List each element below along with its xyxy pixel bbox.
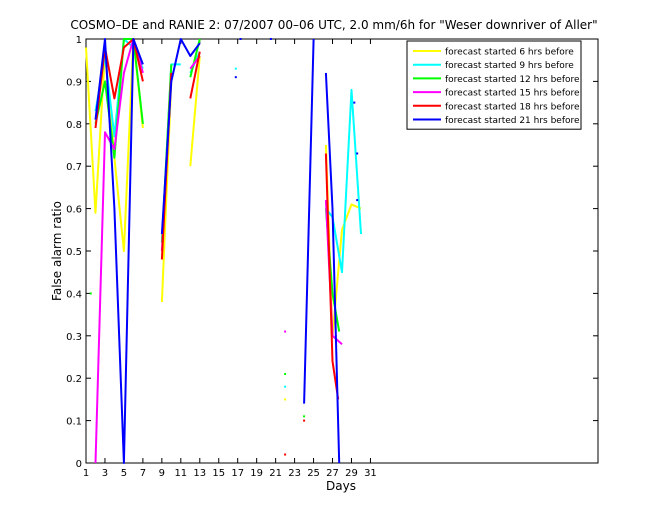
series-line: [325, 88, 362, 274]
series-line: [303, 38, 315, 404]
series-line: [324, 72, 341, 464]
y-tick-label: 0.1: [66, 417, 82, 428]
x-tick-label: 1: [83, 468, 89, 479]
x-tick-label: 27: [326, 468, 339, 479]
x-tick-label: 5: [121, 468, 127, 479]
legend-item: forecast started 21 hrs before: [413, 116, 580, 126]
data-point: [303, 419, 306, 422]
x-tick-label: 9: [159, 468, 165, 479]
legend-label: forecast started 9 hrs before: [445, 61, 574, 71]
x-tick-label: 19: [250, 468, 263, 479]
y-tick-label: 0.7: [66, 162, 82, 173]
x-tick-label: 31: [364, 468, 377, 479]
series-line: [160, 38, 201, 235]
data-point: [284, 372, 287, 375]
x-tick-label: 17: [231, 468, 244, 479]
y-tick-label: 1: [76, 35, 82, 46]
data-point: [303, 415, 306, 418]
series-layer: [85, 38, 362, 464]
y-tick-label: 0.6: [66, 205, 82, 216]
x-tick-label: 21: [269, 468, 282, 479]
data-point: [284, 330, 287, 333]
y-tick-label: 0.2: [66, 374, 82, 385]
x-tick-label: 13: [193, 468, 206, 479]
data-point: [284, 453, 287, 456]
legend-item: forecast started 12 hrs before: [413, 75, 580, 85]
x-tick-label: 3: [102, 468, 108, 479]
data-point: [284, 385, 287, 388]
y-tick-label: 0.3: [66, 332, 82, 343]
legend-label: forecast started 6 hrs before: [445, 48, 574, 58]
data-point: [239, 38, 242, 40]
x-tick-label: 15: [212, 468, 225, 479]
x-tick-label: 11: [174, 468, 187, 479]
x-tick-label: 29: [345, 468, 358, 479]
legend-label: forecast started 12 hrs before: [445, 75, 580, 85]
data-point: [234, 67, 237, 70]
series-line: [94, 38, 144, 159]
legend-item: forecast started 9 hrs before: [413, 61, 574, 71]
data-point: [356, 152, 359, 155]
y-tick-label: 0.8: [66, 120, 82, 131]
data-point: [89, 292, 92, 295]
chart-title: COSMO–DE and RANIE 2: 07/2007 00–06 UTC,…: [70, 18, 597, 32]
data-point: [356, 199, 359, 202]
data-point: [269, 38, 272, 40]
series-line: [94, 38, 144, 464]
legend-box: [406, 40, 582, 130]
legend-label: forecast started 15 hrs before: [445, 89, 580, 99]
legend-label: forecast started 18 hrs before: [445, 102, 580, 112]
y-tick-label: 0.4: [66, 289, 82, 300]
y-tick-label: 0: [76, 459, 82, 470]
y-tick-label: 0.5: [66, 247, 82, 258]
data-point: [284, 398, 287, 401]
y-axis-label: False alarm ratio: [50, 201, 64, 301]
legend-item: forecast started 15 hrs before: [413, 89, 580, 99]
data-point: [234, 76, 237, 79]
x-tick-label: 7: [140, 468, 146, 479]
legend-label: forecast started 21 hrs before: [445, 116, 580, 126]
axes: 1 3 5 7 9 11 13 15 17 19 21 23 25 27 29 3100.10.20.30.4…: [66, 35, 598, 479]
legend-item: forecast started 18 hrs before: [413, 102, 580, 112]
x-tick-label: 25: [307, 468, 320, 479]
x-tick-label: 23: [288, 468, 301, 479]
series-6: [94, 38, 359, 464]
legend-item: forecast started 6 hrs before: [413, 48, 574, 58]
series-line: [189, 51, 201, 99]
data-point: [353, 101, 356, 104]
series-line: [189, 55, 201, 167]
y-tick-label: 0.9: [66, 77, 82, 88]
legend: forecast started 6 hrs before forecast st…: [406, 40, 582, 130]
x-axis-label: Days: [326, 479, 356, 493]
